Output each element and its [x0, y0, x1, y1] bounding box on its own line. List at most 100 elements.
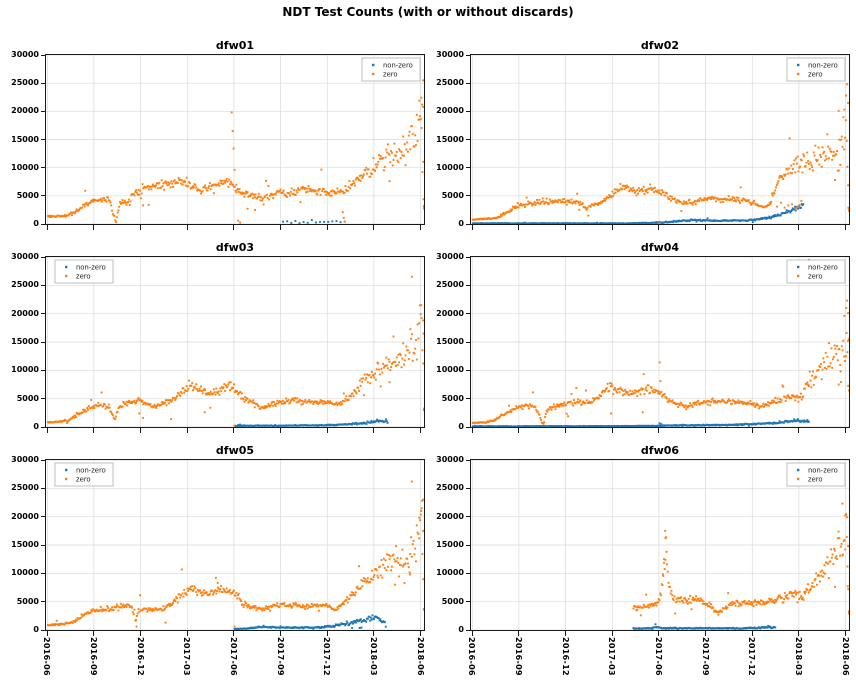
y-tick-mark	[41, 572, 45, 574]
y-tick-mark	[41, 398, 45, 400]
subplot-dfw05: dfw05 0 5000 10000 15000 20000 25000 30000 2016…	[11, 444, 425, 676]
y-tick-label: 25000	[436, 280, 464, 290]
x-tick-mark	[326, 225, 328, 230]
y-tick-mark	[41, 167, 45, 169]
x-tick-mark	[705, 225, 707, 230]
y-tick-label: 25000	[436, 78, 464, 88]
y-tick-mark	[41, 54, 45, 56]
y-tick-label: 5000	[441, 190, 464, 200]
x-tick-label: 2016-12	[135, 637, 145, 676]
x-tick-mark	[705, 428, 707, 433]
x-tick-mark	[420, 631, 422, 636]
x-tick-label: 2017-06	[653, 637, 663, 676]
y-tick-label: 10000	[11, 162, 39, 172]
y-tick-mark	[41, 369, 45, 371]
x-tick-mark	[611, 225, 613, 230]
y-tick-label: 30000	[11, 50, 39, 59]
y-tick-mark	[466, 398, 470, 400]
subplot-title: dfw01	[215, 39, 255, 52]
y-tick-mark	[466, 139, 470, 140]
y-tick-label: 20000	[11, 308, 39, 318]
y-tick-mark	[466, 629, 470, 631]
y-tick-mark	[466, 110, 470, 112]
x-tick-mark	[46, 428, 48, 433]
scatter-plot-canvas	[46, 460, 424, 630]
x-tick-mark	[611, 428, 613, 433]
subplot-title: dfw05	[215, 444, 255, 457]
y-tick-label: 0	[33, 625, 39, 634]
subplot-title: dfw06	[640, 444, 680, 457]
y-tick-mark	[41, 82, 45, 84]
x-tick-mark	[658, 428, 660, 433]
x-tick-mark	[280, 225, 282, 230]
x-tick-mark	[751, 428, 753, 433]
y-tick-label: 0	[458, 625, 464, 634]
x-tick-mark	[471, 225, 473, 230]
x-tick-label: 2017-09	[700, 637, 710, 676]
subplot-dfw01: dfw01 0 5000 10000 15000 20000 25000 30000	[11, 39, 425, 230]
subplot-dfw06: dfw06 0 5000 10000 15000 20000 25000 30000 2016…	[436, 444, 850, 676]
y-tick-mark	[41, 459, 45, 461]
x-tick-mark	[420, 225, 422, 230]
y-tick-label: 15000	[436, 337, 464, 346]
y-tick-label: 15000	[11, 134, 39, 144]
y-tick-mark	[466, 572, 470, 574]
scatter-plot-canvas	[471, 460, 849, 630]
x-tick-mark	[326, 631, 328, 636]
y-tick-label: 15000	[436, 134, 464, 144]
scatter-plot-canvas	[46, 257, 424, 427]
x-tick-label: 2017-06	[228, 637, 238, 676]
x-tick-mark	[798, 428, 800, 433]
x-tick-mark	[140, 428, 142, 433]
y-tick-label: 0	[33, 219, 39, 228]
y-tick-label: 0	[33, 422, 39, 431]
y-tick-mark	[466, 601, 470, 603]
y-tick-label: 15000	[11, 540, 39, 549]
x-tick-mark	[140, 225, 142, 230]
x-tick-mark	[93, 428, 95, 433]
y-tick-mark	[466, 284, 470, 286]
y-tick-label: 10000	[436, 162, 464, 172]
x-tick-mark	[326, 428, 328, 433]
y-tick-mark	[41, 487, 45, 489]
y-tick-mark	[41, 284, 45, 286]
subplot-dfw03: dfw03 0 5000 10000 15000 20000 25000 30000	[11, 241, 425, 433]
y-tick-mark	[466, 54, 470, 56]
y-tick-label: 10000	[436, 568, 464, 578]
x-tick-mark	[518, 225, 520, 230]
y-tick-label: 20000	[11, 511, 39, 521]
x-tick-mark	[233, 631, 235, 636]
x-tick-mark	[140, 631, 142, 636]
y-tick-mark	[466, 313, 470, 315]
x-tick-mark	[373, 631, 375, 636]
y-tick-mark	[41, 110, 45, 112]
y-tick-mark	[41, 256, 45, 258]
y-tick-label: 30000	[436, 50, 464, 59]
y-tick-label: 20000	[436, 308, 464, 318]
x-tick-mark	[471, 631, 473, 636]
x-tick-mark	[233, 225, 235, 230]
subplot-dfw04: dfw04 0 5000 10000 15000 20000 25000 30000	[436, 241, 850, 433]
x-tick-label: 2017-09	[275, 637, 285, 676]
y-tick-mark	[41, 195, 45, 197]
subplot-title: dfw03	[215, 241, 255, 254]
subplot-title: dfw02	[640, 39, 680, 52]
x-tick-label: 2017-03	[182, 637, 192, 676]
x-tick-label: 2016-09	[88, 637, 98, 676]
x-tick-mark	[658, 631, 660, 636]
x-tick-label: 2017-12	[322, 637, 332, 676]
y-tick-label: 30000	[436, 252, 464, 261]
y-tick-mark	[466, 167, 470, 169]
y-tick-label: 10000	[11, 568, 39, 578]
y-tick-label: 30000	[11, 455, 39, 464]
subplot-title: dfw04	[640, 241, 680, 254]
x-tick-label: 2016-12	[560, 637, 570, 676]
x-tick-label: 2018-06	[840, 637, 850, 676]
y-tick-label: 15000	[436, 540, 464, 549]
x-tick-label: 2016-09	[513, 637, 523, 676]
x-tick-mark	[565, 225, 567, 230]
subplot-dfw02: dfw02 0 5000 10000 15000 20000 25000 30000	[436, 39, 850, 230]
y-tick-mark	[41, 139, 45, 140]
x-tick-mark	[658, 225, 660, 230]
